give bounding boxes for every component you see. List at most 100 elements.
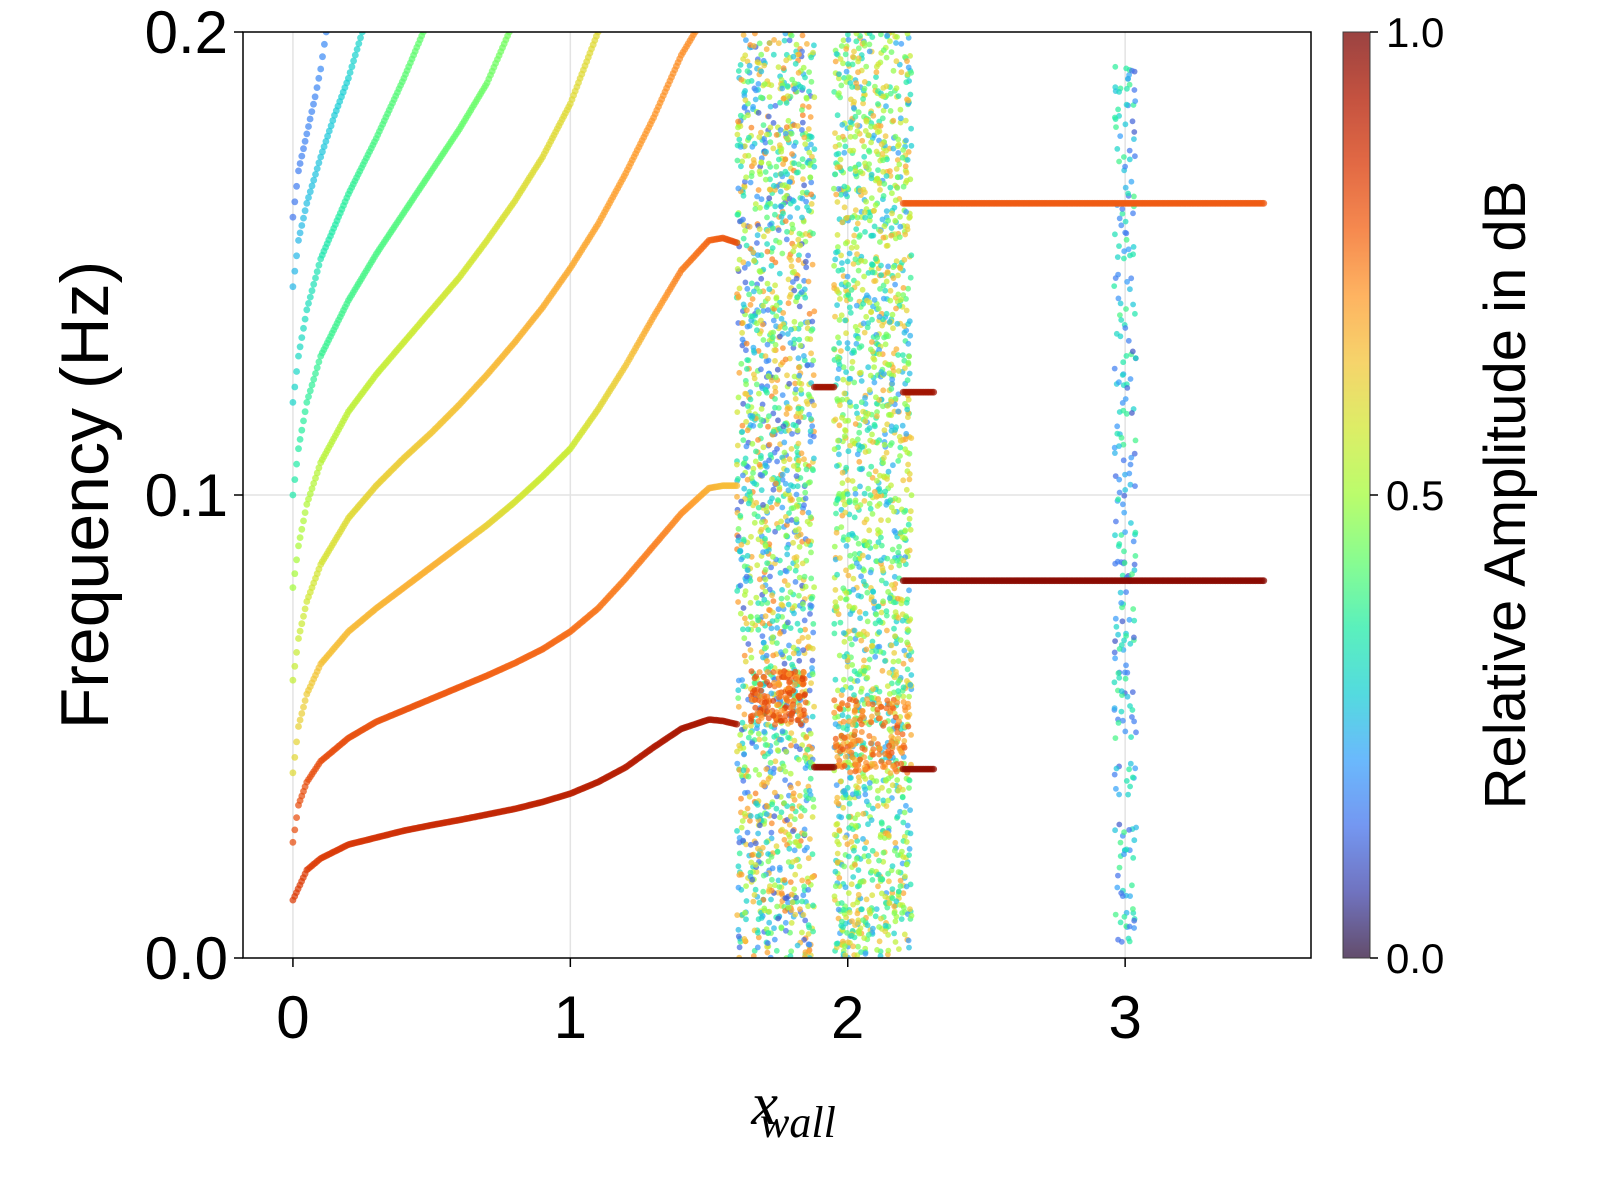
band-point [808, 134, 815, 141]
band-hot-point [852, 698, 859, 705]
band-hot-point [883, 705, 890, 712]
band-point [746, 793, 753, 800]
band-point [753, 87, 759, 94]
band-point [761, 905, 768, 912]
band-point [895, 391, 902, 398]
band-point [831, 831, 838, 838]
band-point [873, 394, 879, 401]
band-point [767, 176, 773, 183]
band-point [788, 32, 795, 39]
band-point [876, 857, 882, 864]
band-point [796, 863, 803, 870]
band-point [1115, 106, 1121, 113]
band-point [858, 637, 865, 644]
band-point [905, 937, 912, 944]
band-hot-point [868, 760, 875, 767]
band-point [799, 634, 806, 641]
band-point [1112, 655, 1118, 662]
band-point [1114, 254, 1121, 260]
band-point [781, 578, 788, 584]
band-point [742, 455, 749, 462]
band-point [837, 402, 843, 409]
band-point [802, 294, 809, 301]
band-point [891, 528, 898, 534]
band-point [1112, 532, 1118, 539]
band-point [1118, 222, 1125, 229]
band-point [735, 293, 742, 300]
band-point [743, 381, 749, 388]
band-point [808, 191, 815, 198]
band-point [862, 610, 869, 617]
band-hot-point [890, 705, 897, 712]
band-point [835, 135, 842, 141]
band-point [837, 555, 843, 561]
band-point [838, 900, 845, 906]
band-hot-point [749, 712, 756, 719]
band-hot-point [786, 689, 793, 696]
band-hot-point [786, 685, 792, 692]
band-point [772, 341, 779, 348]
band-point [748, 124, 755, 131]
band-point [899, 422, 906, 429]
band-point [843, 567, 849, 574]
band-point [785, 859, 792, 865]
band-point [887, 442, 894, 448]
band-hot-point [792, 668, 799, 675]
band-point [850, 105, 857, 111]
band-point [890, 264, 897, 271]
band-point [869, 847, 876, 854]
band-point [795, 236, 802, 243]
band-point [898, 69, 905, 76]
band-point [895, 93, 902, 99]
band-point [883, 278, 890, 285]
band-point [852, 207, 859, 214]
band-point [1129, 348, 1136, 355]
band-point [774, 903, 780, 910]
band-point [876, 924, 882, 930]
band-point [1126, 766, 1132, 773]
band-point [768, 690, 775, 697]
band-point [839, 260, 845, 266]
band-point [808, 78, 815, 85]
band-point [800, 647, 807, 653]
band-point [836, 71, 842, 77]
band-point [745, 152, 752, 159]
band-point [848, 932, 855, 939]
band-point [779, 250, 786, 257]
band-point [850, 575, 857, 582]
band-point [893, 58, 900, 65]
band-point [787, 953, 794, 958]
band-point [752, 96, 759, 103]
band-point [760, 549, 766, 556]
band-point [782, 648, 789, 654]
band-point [834, 199, 841, 205]
band-point [802, 583, 809, 590]
band-point [756, 822, 763, 829]
band-hot-point [858, 729, 865, 735]
band-hot-point [878, 758, 885, 765]
band-point [1113, 518, 1119, 525]
band-point [873, 74, 879, 80]
band-point [775, 64, 782, 70]
band-point [850, 943, 856, 950]
band-point [884, 361, 891, 368]
band-point [853, 38, 860, 45]
band-point [777, 570, 784, 576]
band-point [845, 417, 852, 424]
band-point [903, 613, 909, 620]
band-point [850, 586, 857, 593]
band-point [888, 232, 895, 239]
band-point [1127, 640, 1134, 647]
band-point [762, 169, 769, 175]
band-point [770, 428, 777, 435]
band-hot-point [859, 745, 866, 751]
band-point [863, 646, 870, 653]
band-point [777, 127, 784, 133]
band-point [852, 113, 859, 120]
band-point [855, 69, 861, 76]
band-point [764, 280, 771, 287]
band-point [834, 859, 841, 866]
band-point [789, 899, 796, 906]
band-point [808, 575, 815, 582]
